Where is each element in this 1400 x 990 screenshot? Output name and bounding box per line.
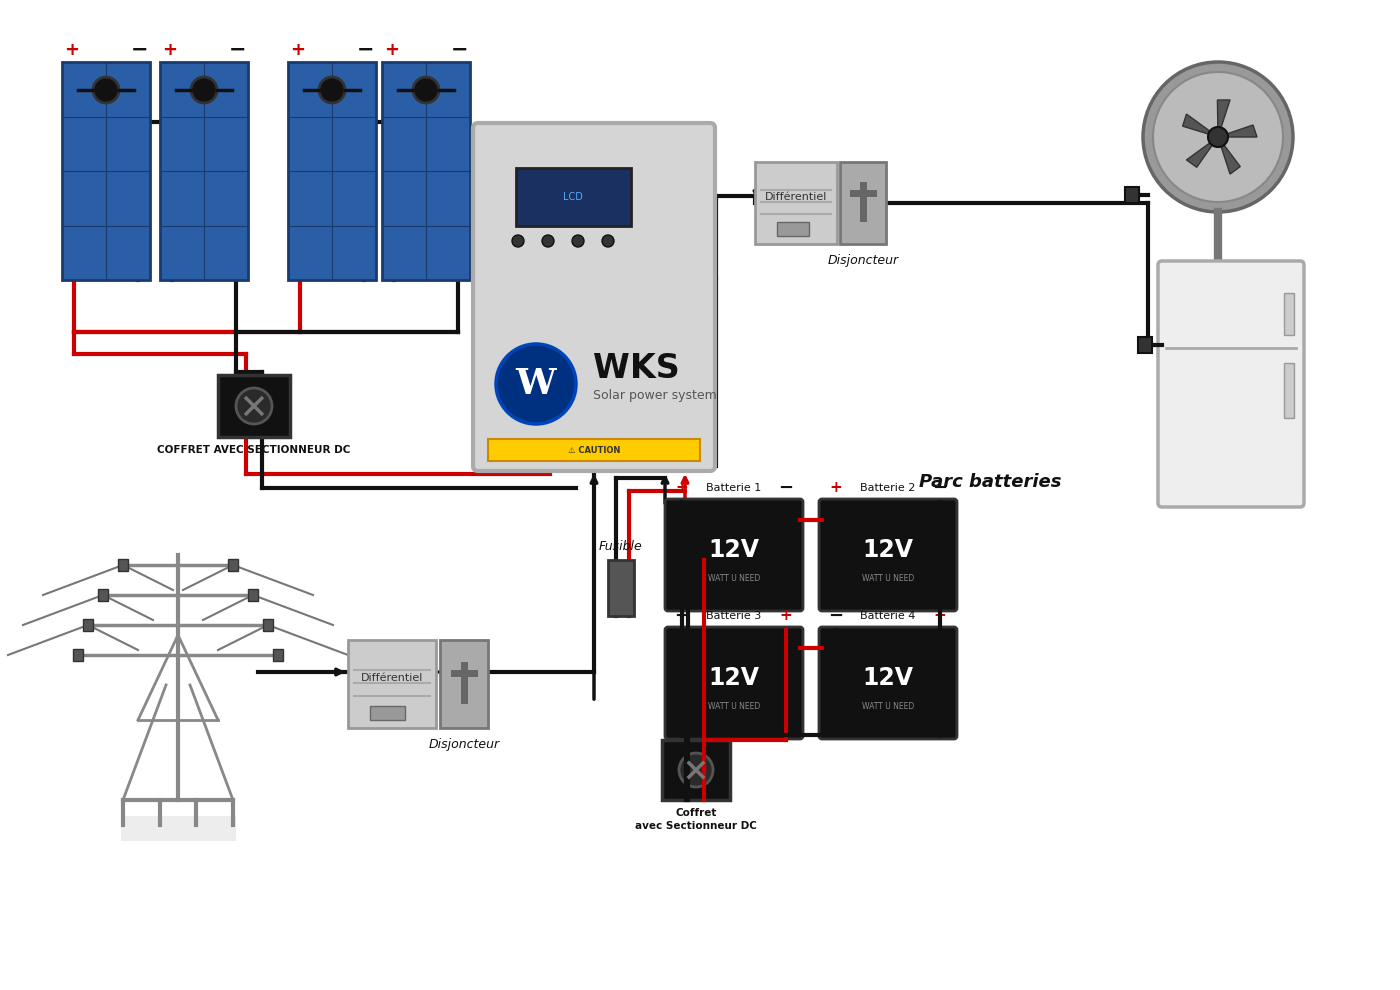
Bar — [1284, 363, 1294, 418]
Bar — [263, 619, 273, 631]
Circle shape — [1142, 62, 1294, 212]
Text: WATT U NEED: WATT U NEED — [708, 574, 760, 583]
Circle shape — [237, 388, 272, 424]
Text: −: − — [675, 607, 690, 625]
Text: Solar power system: Solar power system — [594, 389, 717, 403]
Bar — [608, 560, 634, 616]
Bar — [517, 168, 631, 226]
Polygon shape — [1183, 114, 1218, 137]
Text: −: − — [357, 40, 375, 60]
Circle shape — [319, 77, 344, 103]
Bar — [83, 619, 92, 631]
Text: WATT U NEED: WATT U NEED — [862, 702, 914, 711]
Bar — [228, 559, 238, 571]
FancyBboxPatch shape — [473, 123, 715, 471]
Text: WKS: WKS — [594, 352, 680, 385]
Text: 12V: 12V — [708, 538, 759, 561]
Bar — [218, 375, 290, 437]
Circle shape — [512, 235, 524, 247]
Text: −: − — [932, 479, 948, 497]
Bar — [160, 62, 248, 280]
Text: +: + — [64, 41, 80, 59]
Circle shape — [496, 344, 575, 424]
Text: Batterie 2: Batterie 2 — [861, 483, 916, 493]
Text: −: − — [778, 479, 794, 497]
Text: W: W — [515, 367, 556, 401]
Bar — [118, 559, 127, 571]
Circle shape — [92, 77, 119, 103]
Text: ⚠ CAUTION: ⚠ CAUTION — [568, 446, 620, 454]
Text: −: − — [132, 40, 148, 60]
Polygon shape — [1218, 137, 1240, 174]
Ellipse shape — [1183, 282, 1253, 302]
Text: +: + — [291, 41, 305, 59]
Text: Batterie 3: Batterie 3 — [707, 611, 762, 621]
Polygon shape — [1186, 137, 1218, 167]
Polygon shape — [1218, 100, 1231, 137]
Bar — [1126, 187, 1140, 203]
Bar — [98, 589, 108, 601]
Bar — [755, 162, 837, 244]
Text: Batterie 1: Batterie 1 — [707, 483, 762, 493]
Circle shape — [542, 235, 554, 247]
Circle shape — [413, 77, 440, 103]
Text: +: + — [385, 41, 399, 59]
Text: +: + — [676, 480, 689, 496]
Text: −: − — [451, 40, 469, 60]
Bar — [62, 62, 150, 280]
Text: 12V: 12V — [862, 665, 913, 690]
FancyBboxPatch shape — [1158, 261, 1303, 507]
Circle shape — [1154, 72, 1282, 202]
Text: Disjoncteur: Disjoncteur — [428, 738, 500, 751]
Bar — [489, 439, 700, 461]
Bar — [840, 162, 886, 244]
Text: WATT U NEED: WATT U NEED — [708, 702, 760, 711]
Bar — [273, 649, 283, 661]
Text: COFFRET AVEC SECTIONNEUR DC: COFFRET AVEC SECTIONNEUR DC — [157, 445, 350, 455]
Circle shape — [602, 235, 615, 247]
FancyBboxPatch shape — [819, 627, 958, 739]
Polygon shape — [1218, 125, 1257, 137]
Text: Différentiel: Différentiel — [361, 673, 423, 683]
Bar — [777, 222, 809, 236]
Text: Différentiel: Différentiel — [764, 192, 827, 202]
Text: Fusible: Fusible — [599, 541, 643, 553]
Bar — [288, 62, 377, 280]
Bar — [349, 640, 435, 728]
Bar — [382, 62, 470, 280]
Text: Coffret
avec Sectionneur DC: Coffret avec Sectionneur DC — [636, 808, 757, 832]
FancyBboxPatch shape — [665, 499, 804, 611]
Bar — [662, 740, 729, 800]
Text: 12V: 12V — [708, 665, 759, 690]
Text: +: + — [780, 609, 792, 624]
FancyBboxPatch shape — [819, 499, 958, 611]
Bar — [248, 589, 258, 601]
Text: Batterie 4: Batterie 4 — [861, 611, 916, 621]
Circle shape — [190, 77, 217, 103]
Bar — [440, 640, 489, 728]
Text: −: − — [230, 40, 246, 60]
Text: +: + — [830, 480, 843, 496]
Circle shape — [573, 235, 584, 247]
Bar — [370, 706, 405, 720]
Text: −: − — [829, 607, 844, 625]
Circle shape — [1208, 127, 1228, 147]
Text: +: + — [934, 609, 946, 624]
Bar — [73, 649, 83, 661]
Text: Parc batteries: Parc batteries — [918, 473, 1061, 491]
Bar — [1138, 337, 1152, 353]
Circle shape — [679, 753, 713, 787]
Bar — [1284, 293, 1294, 335]
Text: +: + — [162, 41, 178, 59]
Text: LCD: LCD — [563, 192, 582, 202]
FancyBboxPatch shape — [665, 627, 804, 739]
Text: 12V: 12V — [862, 538, 913, 561]
Text: Disjoncteur: Disjoncteur — [827, 254, 899, 267]
Text: WATT U NEED: WATT U NEED — [862, 574, 914, 583]
